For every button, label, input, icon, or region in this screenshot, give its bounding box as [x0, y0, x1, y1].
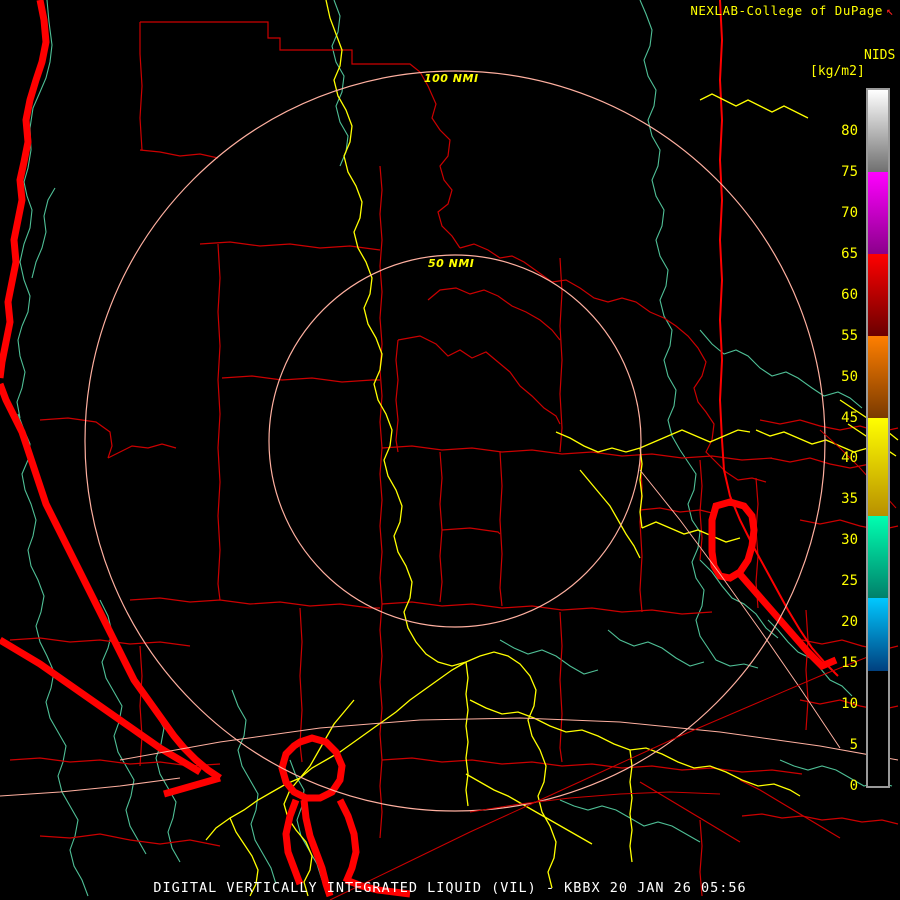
colorbar-segment-green: [868, 515, 888, 598]
colorbar-segment-yellow: [868, 417, 888, 516]
units-label: [kg/m2]: [810, 64, 865, 79]
nexlab-credit-marker: ↖: [885, 3, 894, 18]
legend-tick-50: 50: [841, 368, 858, 385]
range-ring-label-50nmi: 50 NMI: [428, 257, 475, 270]
legend-tick-80: 80: [841, 122, 858, 139]
county-boundaries-layer: [9, 21, 899, 897]
legend-tick-45: 45: [841, 409, 858, 426]
legend-tick-20: 20: [841, 614, 858, 631]
legend-tick-15: 15: [841, 655, 858, 672]
colorbar-segment-blue: [868, 597, 888, 672]
legend-tick-0: 0: [849, 778, 858, 794]
legend-tick-60: 60: [841, 286, 858, 303]
colorbar-segment-red: [868, 253, 888, 336]
nexlab-credit[interactable]: NEXLAB-College of DuPage ↖: [690, 3, 894, 18]
legend-ticks: 80 75 70 65 60 55 50 45 40 35 30 25 20 15 10 5 0: [806, 88, 864, 793]
range-rings-layer: [84, 70, 826, 812]
legend-tick-30: 30: [841, 532, 858, 549]
range-ring-label-100nmi: 100 NMI: [424, 72, 479, 85]
color-legend: NIDS [kg/m2] 80 75 70 65 60 55 50 45 40 35 30 25 20 1…: [806, 46, 900, 793]
state-boundary-layer: [718, 0, 839, 677]
product-caption: DIGITAL VERTICALLY INTEGRATED LIQUID (VI…: [153, 880, 747, 896]
colorbar-segment-none: [868, 671, 888, 786]
legend-tick-25: 25: [841, 573, 858, 590]
range-ring-50nmi: [268, 254, 642, 628]
legend-tick-5: 5: [849, 737, 858, 754]
legend-tick-70: 70: [841, 204, 858, 221]
legend-tick-40: 40: [841, 450, 858, 467]
nexlab-credit-text: NEXLAB-College of DuPage: [690, 3, 883, 18]
misc-lines-layer: [0, 469, 899, 797]
colorbar[interactable]: [866, 88, 890, 788]
colorbar-segment-grey-high: [868, 90, 888, 172]
colorbar-gradient: [868, 90, 888, 786]
legend-tick-35: 35: [841, 491, 858, 508]
legend-tick-10: 10: [841, 696, 858, 713]
legend-tick-65: 65: [841, 245, 858, 262]
colorbar-segment-magenta: [868, 171, 888, 254]
colorbar-segment-orange: [868, 335, 888, 418]
legend-tick-75: 75: [841, 163, 858, 180]
legend-tick-55: 55: [841, 327, 858, 344]
range-ring-100nmi: [84, 70, 826, 812]
rivers-layer: [16, 0, 893, 897]
nids-label: NIDS: [864, 48, 896, 63]
